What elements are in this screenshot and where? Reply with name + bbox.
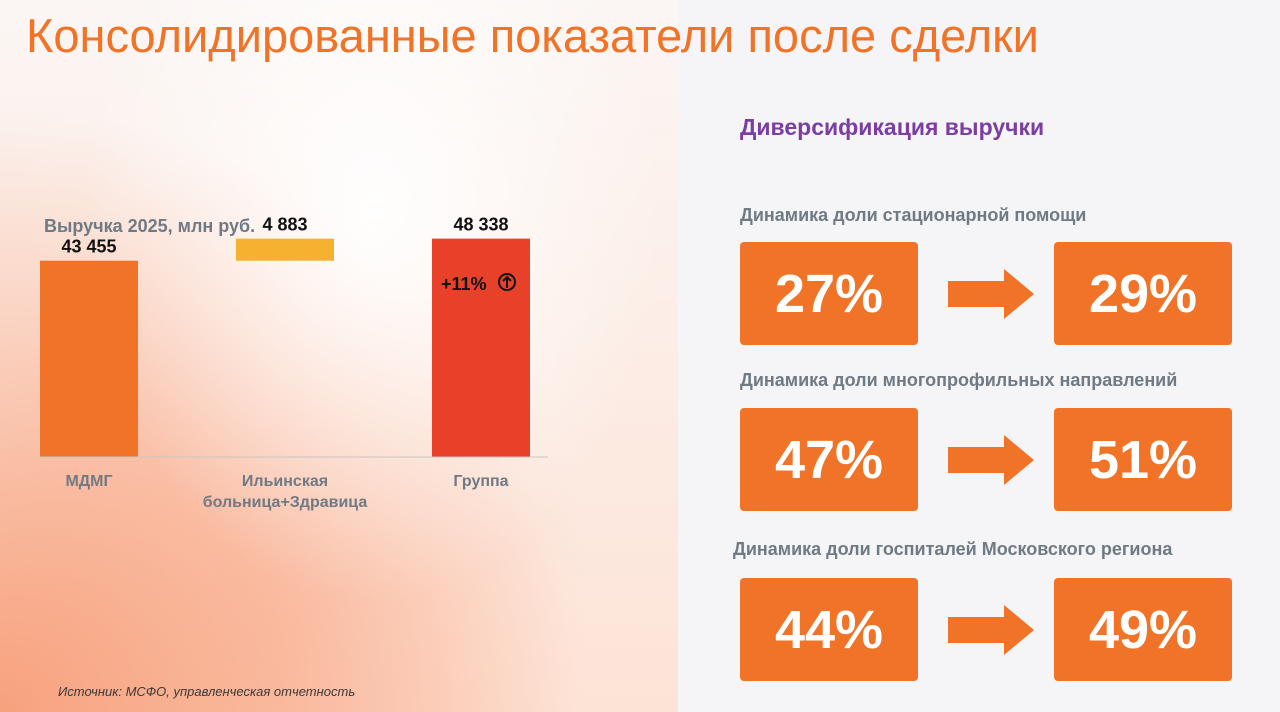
- arrow-right-icon: [948, 435, 1034, 485]
- category-label-0: МДМГ: [65, 473, 112, 490]
- arrow-up-circle-icon: [498, 273, 516, 291]
- metric-from-moscow-region: 44%: [740, 578, 918, 681]
- source-note: Источник: МСФО, управленческая отчетност…: [58, 684, 356, 699]
- metric-from-multiprofile: 47%: [740, 408, 918, 511]
- bar-2: [432, 238, 530, 457]
- metric-to-moscow-region: 49%: [1054, 578, 1232, 681]
- page-title: Консолидированные показатели после сделк…: [26, 9, 1039, 62]
- metric-label-inpatient: Динамика доли стационарной помощи: [740, 205, 1087, 225]
- metric-from-inpatient: 27%: [740, 242, 918, 345]
- diversification-title: Диверсификация выручки: [740, 114, 1045, 140]
- arrow-right-icon: [948, 605, 1034, 655]
- bar-0: [40, 260, 138, 457]
- bar-1: [236, 238, 334, 261]
- metric-to-inpatient: 29%: [1054, 242, 1232, 345]
- category-label-1: больница+Здравица: [203, 494, 368, 511]
- bar-value-label-2: 48 338: [453, 215, 508, 235]
- bar-value-label-0: 43 455: [61, 237, 116, 257]
- category-label-1: Ильинская: [242, 473, 328, 490]
- metric-label-multiprofile: Динамика доли многопрофильных направлени…: [740, 370, 1178, 390]
- chart-title: Выручка 2025, млн руб.: [44, 216, 256, 236]
- growth-annotation: +11%: [441, 274, 487, 294]
- metric-to-multiprofile: 51%: [1054, 408, 1232, 511]
- revenue-bar-chart: 43 455 МДМГ 4 883 Ильинская больница+Здравиц…: [40, 215, 548, 511]
- category-label-2: Группа: [453, 473, 508, 490]
- metric-label-moscow-region: Динамика доли госпиталей Московского рег…: [733, 539, 1173, 559]
- arrow-right-icon: [948, 269, 1034, 319]
- bar-value-label-1: 4 883: [262, 215, 307, 235]
